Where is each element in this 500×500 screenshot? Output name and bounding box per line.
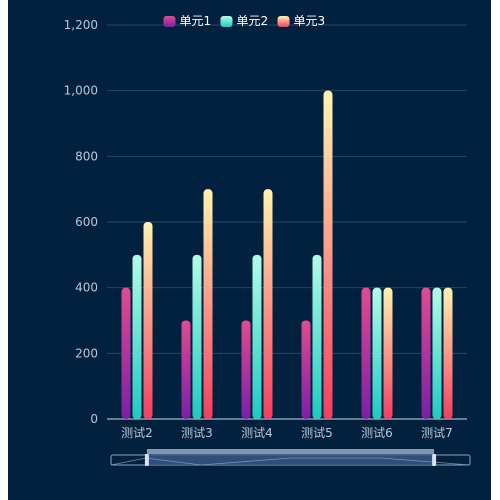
bar-单元3-测试7 [443, 287, 453, 419]
legend-swatch [277, 16, 290, 27]
legend-label: 单元3 [294, 14, 326, 28]
legend-swatch [220, 16, 233, 27]
bar-单元3-测试6 [383, 287, 393, 419]
x-tick-label: 测试2 [121, 425, 153, 440]
bar-单元3-测试5 [323, 90, 333, 420]
bar-单元2-测试2 [132, 254, 142, 419]
x-tick-label: 测试3 [181, 425, 213, 440]
data-zoom-slider[interactable] [110, 449, 471, 466]
bar-单元2-测试7 [432, 287, 442, 419]
legend-swatch [163, 16, 176, 27]
y-tick-label: 1,000 [64, 84, 98, 98]
bar-单元1-测试5 [301, 320, 311, 419]
legend-item-单元3[interactable]: 单元3 [277, 14, 326, 28]
chart-panel: 0 200 400 600 800 1,000 1,200 测试2 测试3 测试4 测试5 测试6 测试… [8, 0, 491, 500]
bar-chart: 0 200 400 600 800 1,000 1,200 测试2 测试3 测试4 测试5 测试6 测试… [64, 14, 471, 466]
bar-单元2-测试5 [312, 254, 322, 419]
legend-item-单元2[interactable]: 单元2 [220, 14, 269, 28]
x-tick-label: 测试6 [361, 425, 393, 440]
x-tick-label: 测试5 [301, 425, 333, 440]
bar-单元3-测试2 [143, 222, 153, 419]
bar-单元1-测试2 [121, 287, 131, 419]
y-tick-label: 400 [75, 281, 98, 295]
zoom-selected-range [146, 455, 435, 465]
legend-label: 单元2 [237, 14, 269, 28]
zoom-handle-right[interactable] [432, 454, 437, 466]
legend-label: 单元1 [180, 14, 212, 28]
y-tick-label: 600 [75, 215, 98, 229]
bar-单元2-测试6 [372, 287, 382, 419]
y-tick-label: 800 [75, 149, 98, 163]
bar-单元1-测试3 [181, 320, 191, 419]
bar-单元3-测试3 [203, 189, 213, 419]
bar-单元1-测试4 [241, 320, 251, 419]
zoom-preview-line [110, 457, 471, 466]
bar-单元1-测试7 [421, 287, 431, 419]
bar-单元2-测试4 [252, 254, 262, 419]
bar-单元2-测试3 [192, 254, 202, 419]
zoom-drag-bar[interactable] [146, 449, 435, 454]
y-tick-label: 0 [90, 412, 98, 426]
x-tick-label: 测试7 [421, 425, 453, 440]
x-tick-label: 测试4 [241, 425, 273, 440]
y-tick-label: 1,200 [64, 18, 98, 32]
y-tick-label: 200 [75, 346, 98, 360]
bar-单元3-测试4 [263, 189, 273, 419]
zoom-handle-left[interactable] [144, 454, 149, 466]
legend-item-单元1[interactable]: 单元1 [163, 14, 212, 28]
bar-单元1-测试6 [361, 287, 371, 419]
